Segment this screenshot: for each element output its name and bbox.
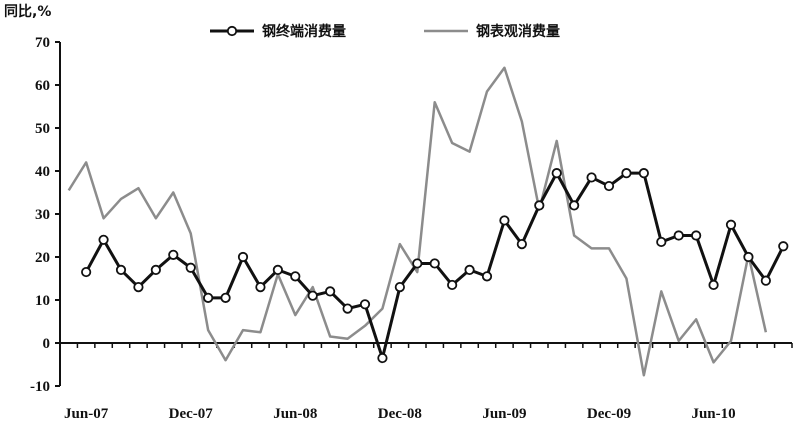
x-tick-label: Jun-09	[482, 406, 526, 422]
y-tick-label: 0	[43, 336, 51, 352]
x-tick-label: Jun-07	[64, 406, 109, 422]
data-point	[307, 290, 318, 301]
data-point	[603, 180, 615, 192]
data-point	[359, 299, 371, 310]
data-point	[481, 271, 493, 282]
x-tick-label: Dec-07	[169, 406, 214, 422]
data-point	[673, 230, 684, 241]
y-tick-label: 60	[35, 78, 50, 94]
data-point	[708, 279, 719, 291]
data-point	[81, 266, 92, 278]
data-point	[203, 292, 214, 303]
y-tick-labels: -10 0 10 20 30 40 50 60 70	[30, 35, 50, 395]
data-point	[551, 168, 562, 179]
data-point	[115, 264, 127, 275]
legend: 钢终端消费量 钢表观消费量	[210, 23, 560, 40]
data-point	[325, 286, 336, 297]
data-point	[220, 292, 231, 303]
data-point	[760, 275, 771, 286]
series-layer	[67, 66, 789, 377]
data-point	[778, 241, 789, 252]
legend-marker	[226, 25, 238, 37]
data-point	[516, 239, 527, 250]
x-tick-labels: Jun-07 Dec-07 Jun-08 Dec-08 Jun-09 Dec-09 Jun-…	[64, 406, 736, 422]
data-point	[412, 258, 423, 269]
y-tick-label: 10	[35, 293, 50, 309]
data-point	[150, 264, 161, 275]
data-point	[272, 264, 283, 275]
data-point	[725, 219, 737, 230]
series-terminal-consumption	[81, 168, 789, 364]
data-point	[237, 251, 249, 263]
y-axis-label: 同比,%	[4, 3, 51, 20]
data-point	[656, 236, 667, 248]
x-tick-label: Dec-09	[587, 406, 631, 422]
data-point	[185, 262, 196, 273]
legend-label: 钢终端消费量	[262, 23, 346, 40]
data-point	[534, 200, 545, 211]
data-point	[691, 230, 702, 241]
x-tick-label: Dec-08	[378, 406, 422, 422]
data-point	[290, 271, 301, 282]
data-point	[464, 264, 475, 275]
data-point	[586, 172, 597, 183]
data-point	[255, 281, 266, 293]
data-point	[168, 249, 179, 260]
data-point	[621, 168, 632, 179]
y-tick-label: -10	[30, 379, 50, 395]
data-point	[447, 279, 458, 291]
data-point	[499, 215, 510, 226]
data-point	[429, 258, 440, 269]
y-tick-label: 50	[35, 121, 50, 137]
y-tick-label: 70	[35, 35, 50, 51]
data-point	[569, 200, 580, 211]
x-tick-label: Jun-10	[691, 406, 735, 422]
data-point	[342, 303, 353, 314]
data-point	[743, 251, 754, 263]
series-apparent-consumption	[67, 66, 768, 377]
data-point	[638, 168, 649, 179]
data-point	[394, 281, 405, 293]
series-line	[67, 66, 768, 377]
y-tick-label: 40	[35, 164, 50, 180]
x-tick-label: Jun-08	[273, 406, 317, 422]
data-point	[98, 234, 109, 245]
y-tick-label: 20	[35, 250, 50, 266]
axes	[55, 41, 793, 387]
y-tick-label: 30	[35, 207, 50, 223]
data-point	[377, 352, 388, 364]
data-point	[133, 281, 144, 293]
legend-label: 钢表观消费量	[476, 23, 560, 40]
